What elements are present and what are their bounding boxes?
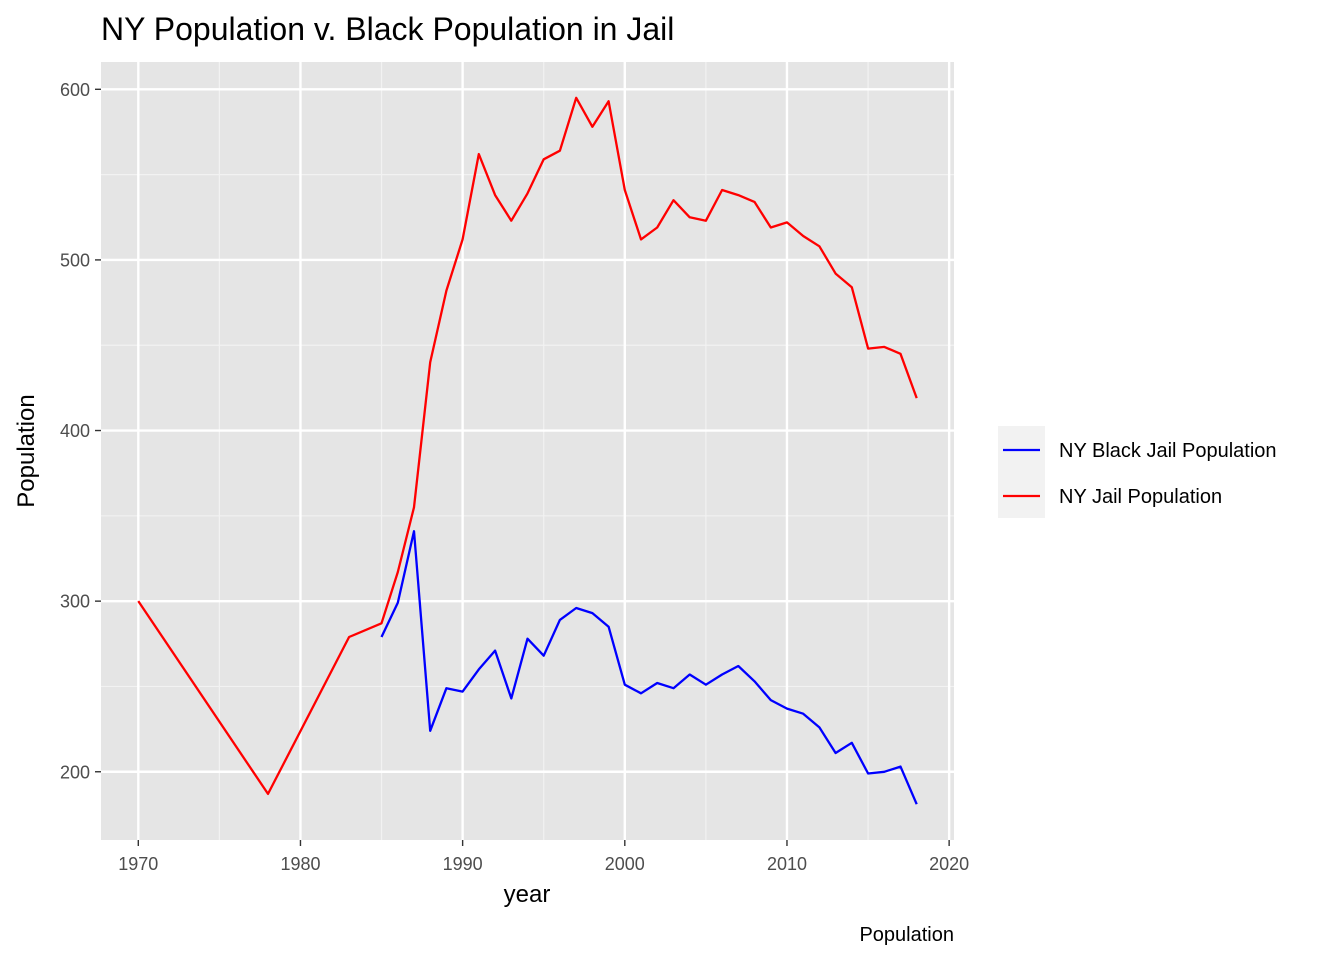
series-line-1 (137, 96, 918, 796)
chart-title: NY Population v. Black Population in Jai… (101, 11, 674, 47)
y-tick-label: 400 (60, 421, 90, 441)
plot-panel (101, 62, 954, 840)
grid-minor (101, 62, 954, 840)
y-axis: 200 300 400 500 600 (60, 80, 101, 782)
y-tick-label: 200 (60, 762, 90, 782)
x-tick-label: 1990 (443, 854, 483, 874)
grid-major (101, 62, 954, 840)
legend: NY Black Jail Population NY Jail Populati… (998, 426, 1277, 518)
x-axis-title: year (504, 881, 551, 908)
y-axis-title: Population (13, 394, 40, 507)
x-tick-label: 2020 (929, 854, 969, 874)
caption: Population (859, 924, 954, 946)
x-tick-label: 2010 (767, 854, 807, 874)
y-tick-label: 600 (60, 80, 90, 100)
y-tick-label: 500 (60, 250, 90, 270)
y-tick-label: 300 (60, 592, 90, 612)
legend-label-0: NY Black Jail Population (1059, 440, 1277, 462)
legend-label-1: NY Jail Population (1059, 486, 1222, 508)
x-tick-label: 1970 (118, 854, 158, 874)
x-tick-label: 1980 (280, 854, 320, 874)
series-lines (137, 96, 918, 805)
series-line-0 (380, 530, 918, 805)
legend-key-background (998, 426, 1045, 518)
x-axis: 1970 1980 1990 2000 2010 2020 (118, 840, 969, 874)
x-tick-label: 2000 (605, 854, 645, 874)
